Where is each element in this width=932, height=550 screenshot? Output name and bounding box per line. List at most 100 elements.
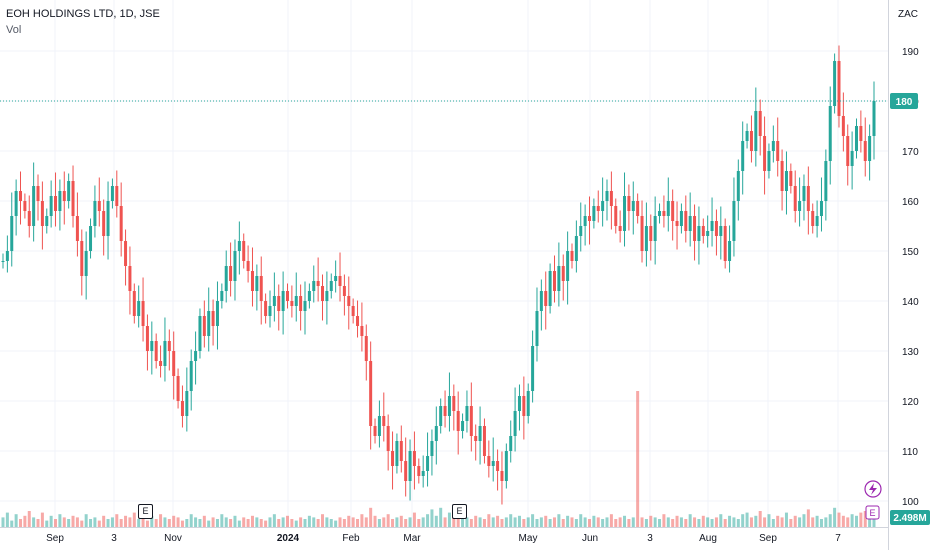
volume-bar [461,514,465,527]
candle-body [833,61,837,106]
candle-body [215,301,219,326]
volume-bar [325,517,329,527]
volume-bar [806,509,810,527]
price-tick-label: 140 [902,297,919,308]
candle-body [154,341,158,361]
volume-bar [723,519,727,527]
time-tick-label: May [519,533,538,544]
candle-body [439,406,443,426]
volume-bar [758,511,762,527]
volume-bar [45,520,49,527]
volume-bar [679,517,683,527]
candle-body [430,441,434,456]
volume-bar [452,515,456,527]
candle-body [583,216,587,226]
volume-bar [500,519,504,527]
candle-body [356,316,360,326]
volume-bar [93,517,97,527]
chart-title: EOH HOLDINGS LTD, 1D, JSE [6,8,160,20]
volume-bar [693,517,697,527]
candle-body [10,216,14,251]
volume-bar [531,514,535,527]
volume-bar [666,517,670,527]
volume-bar [504,517,508,527]
earnings-marker-icon[interactable]: E [452,504,467,519]
volume-bar [67,519,71,527]
volume-bar [303,519,307,527]
candle-body [723,226,727,261]
volume-bar [719,514,723,527]
currency-label: ZAC [898,9,918,20]
candle-body [474,436,478,441]
candle-body [758,111,762,136]
volume-bar [185,519,189,527]
candle-body [294,296,298,306]
candle-body [198,316,202,351]
candle-body [749,131,753,151]
candle-body [119,206,123,241]
volume-bar [574,519,578,527]
candle-body [793,186,797,211]
candle-body [671,201,675,221]
volume-bar [281,517,285,527]
candle-body [662,211,666,216]
volume-bar [710,519,714,527]
volume-bar [207,520,211,527]
volume-bar [312,517,316,527]
volume-bar [579,514,583,527]
volume-bar [841,515,845,527]
volume-bar [377,519,381,527]
candle-body [386,426,390,451]
candle-body [653,216,657,241]
volume-bar [23,515,27,527]
volume-bar [434,515,438,527]
volume-bar [623,515,627,527]
volume-bar [609,514,613,527]
candle-body [693,216,697,241]
volume-bar [465,517,469,527]
volume-bar [202,515,206,527]
volume-bar [552,517,556,527]
candle-body [513,411,517,436]
volume-bar [517,515,521,527]
volume-bar [636,391,640,527]
candle-body [259,276,263,301]
candle-body [237,241,241,251]
candle-body [145,326,149,351]
volume-bar [250,515,254,527]
volume-bar [316,519,320,527]
volume-bar [198,519,202,527]
candle-body [299,296,303,311]
volume-bar [859,512,863,527]
volume-bar [640,517,644,527]
candle-body [859,126,863,141]
candle-body [605,191,609,201]
volume-bar [421,517,425,527]
volume-bar [285,515,289,527]
volume-bar [294,520,298,527]
candle-body [264,301,268,316]
candle-body [588,216,592,221]
volume-bar [264,520,268,527]
volume-bar [10,520,14,527]
candle-body [574,236,578,261]
candle-body [644,226,648,251]
candle-body [811,211,815,226]
volume-bar [224,517,228,527]
volume-bar [811,517,815,527]
candle-body [517,396,521,411]
volume-bar [644,519,648,527]
earnings-marker-icon[interactable]: E [138,504,153,519]
candle-body [45,216,49,226]
volume-bar [447,512,451,527]
volume-bar [382,517,386,527]
candle-body [246,261,250,271]
earnings-marker-icon[interactable] [865,505,880,520]
volume-bar [784,512,788,527]
candle-body [351,306,355,316]
volume-bar [356,519,360,527]
volume-bar [71,515,75,527]
candle-body [338,276,342,286]
volume-bar [307,515,311,527]
